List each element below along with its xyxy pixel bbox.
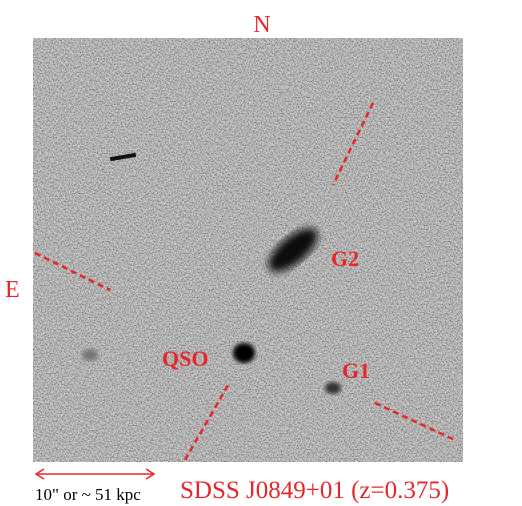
east-label: E	[5, 277, 20, 303]
qso-label: QSO	[162, 346, 208, 371]
north-label: N	[253, 12, 270, 38]
scale-label: 10" or ~ 51 kpc	[35, 485, 141, 504]
g2-marker	[331, 102, 375, 186]
g2-label: G2	[331, 246, 359, 271]
sources	[82, 152, 341, 394]
markers	[34, 102, 456, 461]
qso-marker	[183, 384, 230, 461]
scale-arrow	[34, 468, 156, 480]
faint-source	[82, 349, 98, 361]
g1-label: G1	[342, 358, 370, 383]
sky-image	[33, 38, 463, 462]
figure-title: SDSS J0849+01 (z=0.375)	[180, 477, 449, 504]
artifact	[109, 152, 137, 162]
qso-source	[233, 343, 255, 363]
east-marker	[34, 251, 111, 292]
galaxy-g1	[325, 382, 341, 394]
galaxy-g2	[268, 228, 318, 272]
g1-marker	[374, 401, 456, 442]
